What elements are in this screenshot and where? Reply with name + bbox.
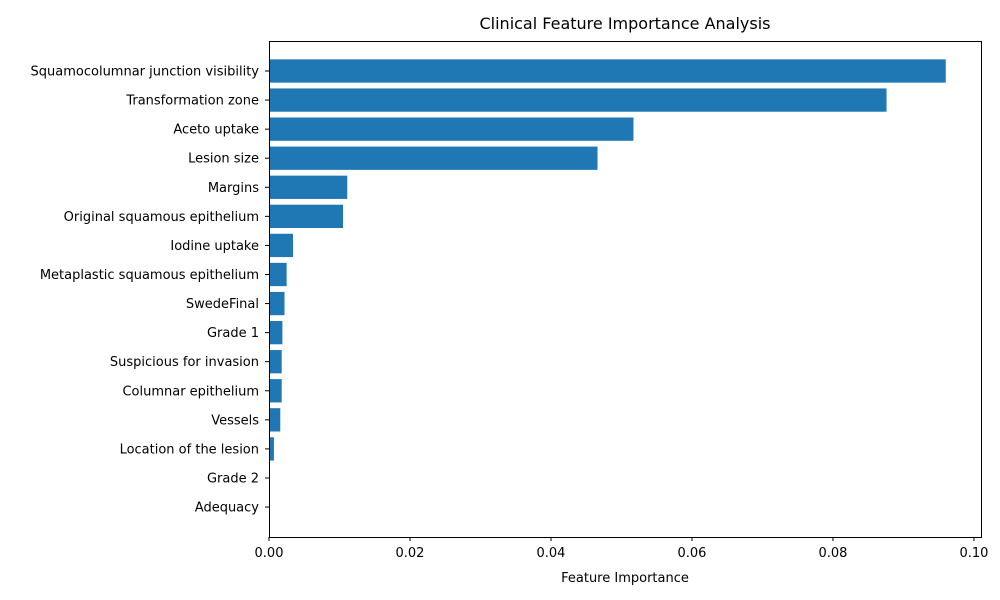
- x-axis-label: Feature Importance: [561, 571, 689, 586]
- bar: [269, 320, 283, 345]
- y-tick-label: Grade 2: [207, 471, 259, 486]
- bar: [269, 59, 946, 83]
- y-tick-label: SwedeFinal: [186, 297, 259, 312]
- x-tick-label: 0.04: [537, 546, 566, 561]
- bar: [269, 146, 598, 170]
- y-tick-label: Metaplastic squamous epithelium: [40, 268, 259, 283]
- x-tick-label: 0.00: [255, 546, 284, 561]
- x-tick-label: 0.02: [396, 546, 425, 561]
- y-tick-label: Adequacy: [195, 501, 260, 516]
- bar: [269, 408, 281, 432]
- bar: [269, 233, 293, 258]
- bar: [269, 350, 282, 374]
- y-tick-label: Aceto uptake: [173, 123, 259, 138]
- y-axis: Squamocolumnar junction visibility Transf…: [31, 65, 269, 516]
- y-tick-label: Margins: [208, 181, 259, 196]
- y-tick-label: Iodine uptake: [170, 239, 259, 254]
- bar: [269, 379, 282, 403]
- bar: [269, 175, 348, 199]
- x-tick-label: 0.06: [677, 546, 706, 561]
- y-tick-label: Transformation zone: [125, 94, 259, 109]
- y-tick-label: Squamocolumnar junction visibility: [31, 65, 260, 80]
- plot-frame: [269, 41, 982, 538]
- y-tick-label: Columnar epithelium: [122, 384, 259, 399]
- y-tick-label: Suspicious for invasion: [110, 355, 259, 370]
- bar: [269, 204, 344, 228]
- y-tick-label: Lesion size: [188, 152, 259, 167]
- x-tick-label: 0.10: [959, 546, 988, 561]
- bar: [269, 117, 634, 141]
- y-tick-label: Vessels: [211, 413, 259, 428]
- bar-group: [269, 59, 946, 461]
- chart-title: Clinical Feature Importance Analysis: [479, 14, 770, 33]
- bar: [269, 262, 287, 287]
- x-axis: 0.00 0.02 0.04 0.06 0.08 0.10: [255, 537, 988, 561]
- y-tick-label: Original squamous epithelium: [64, 210, 259, 225]
- y-tick-label: Location of the lesion: [120, 442, 259, 457]
- bar: [269, 437, 274, 461]
- bar: [269, 88, 887, 112]
- x-tick-label: 0.08: [818, 546, 847, 561]
- y-tick-label: Grade 1: [207, 326, 259, 341]
- bar: [269, 291, 285, 316]
